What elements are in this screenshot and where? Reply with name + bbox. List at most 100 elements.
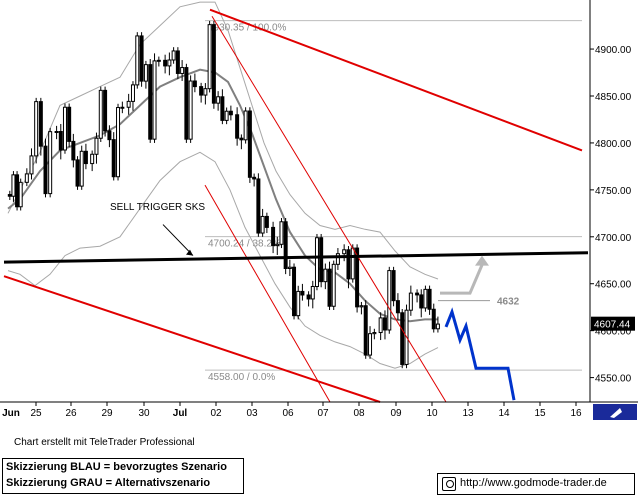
price-candle <box>148 58 153 143</box>
price-candle <box>363 300 368 359</box>
y-axis-panel <box>590 0 638 438</box>
price-candle <box>211 20 216 109</box>
candle-body <box>188 80 193 140</box>
target-label: 4632 <box>497 297 520 308</box>
candle-body <box>287 266 292 269</box>
price-candle <box>11 171 16 202</box>
x-tick-label: Jul <box>173 408 188 419</box>
price-candle <box>314 233 319 291</box>
price-candle <box>256 173 261 237</box>
price-candle <box>38 97 43 156</box>
chart-svg: 4930.35 / 100.0% 4700.24 / 38.2% 4558.00 /… <box>0 0 638 438</box>
website-link[interactable]: http://www.godmode-trader.de <box>437 473 635 495</box>
price-candle <box>103 86 108 137</box>
x-tick-label: 25 <box>30 408 42 419</box>
price-candle <box>94 132 99 164</box>
price-candle <box>116 103 121 181</box>
candle-body <box>378 317 383 334</box>
x-tick-label: 29 <box>101 408 113 419</box>
price-candle <box>368 326 373 359</box>
candle-body <box>239 137 244 141</box>
price-candle <box>18 178 23 211</box>
candle-body <box>327 268 332 307</box>
price-candle <box>287 259 292 277</box>
short-channel-lower <box>204 184 331 403</box>
x-tick-label: 16 <box>570 408 582 419</box>
price-candle <box>235 107 240 146</box>
candle-body <box>423 288 428 309</box>
price-candle <box>130 81 135 111</box>
price-candle <box>188 75 193 143</box>
scenario-gray-path <box>440 264 484 295</box>
candle-body <box>34 101 39 157</box>
price-candle <box>335 248 340 270</box>
candle-body <box>300 290 305 296</box>
website-url[interactable]: http://www.godmode-trader.de <box>460 477 607 489</box>
candle-body <box>368 333 373 356</box>
price-candle <box>408 285 413 316</box>
price-candle <box>199 82 204 103</box>
candle-body <box>111 139 116 178</box>
price-candle <box>171 47 176 64</box>
bollinger-upper <box>7 1 439 280</box>
y-tick-label: 4750.00 <box>595 186 632 197</box>
price-candle <box>126 93 131 115</box>
price-candle <box>120 101 125 114</box>
price-candle <box>98 86 103 142</box>
price-candle <box>184 63 189 143</box>
price-candle <box>283 218 288 275</box>
price-candle <box>34 97 39 164</box>
price-candle <box>79 145 84 190</box>
candle-body <box>103 89 108 132</box>
price-candle <box>163 54 168 74</box>
candle-body <box>275 243 280 247</box>
y-tick-label: 4850.00 <box>595 92 632 103</box>
candle-body <box>67 106 72 142</box>
candle-body <box>243 110 248 141</box>
price-candle <box>54 125 59 140</box>
x-tick-label: 08 <box>353 408 365 419</box>
price-candle <box>271 221 276 254</box>
x-tick-label: 15 <box>534 408 546 419</box>
bollinger-lower <box>7 151 439 369</box>
candle-body <box>116 107 121 178</box>
candle-body <box>372 332 377 335</box>
price-candle <box>300 283 305 301</box>
x-tick-label: 14 <box>498 408 510 419</box>
price-candle <box>342 244 347 262</box>
price-candle <box>346 246 351 289</box>
price-candle <box>220 89 225 125</box>
candle-body <box>126 100 131 108</box>
price-candle <box>167 52 172 76</box>
price-candle <box>228 105 233 121</box>
candle-body <box>58 131 63 151</box>
candle-body <box>139 35 144 82</box>
candle-body <box>152 60 157 140</box>
candle-body <box>335 253 340 265</box>
price-candle <box>431 303 436 333</box>
sell-trigger-line <box>3 251 589 264</box>
price-candle <box>260 208 265 237</box>
candle-body <box>75 159 80 187</box>
price-candle <box>192 73 197 93</box>
x-tick-label: 02 <box>210 408 222 419</box>
candle-body <box>48 131 53 195</box>
price-candle <box>62 103 67 154</box>
candle-body <box>98 89 103 139</box>
candle-body <box>15 174 20 208</box>
price-candle <box>327 261 332 311</box>
candle-body <box>180 67 185 74</box>
candle-body <box>29 155 34 175</box>
candle-body <box>346 249 351 280</box>
candle-body <box>314 237 319 287</box>
last-price-label: 4607.44 <box>594 320 631 331</box>
price-candle <box>372 328 377 340</box>
candle-body <box>391 270 396 302</box>
candle-body <box>400 312 405 365</box>
candle-body <box>271 226 276 247</box>
price-candle <box>107 125 112 148</box>
price-candle <box>427 285 432 315</box>
price-candle <box>207 20 212 93</box>
candle-body <box>38 101 43 147</box>
